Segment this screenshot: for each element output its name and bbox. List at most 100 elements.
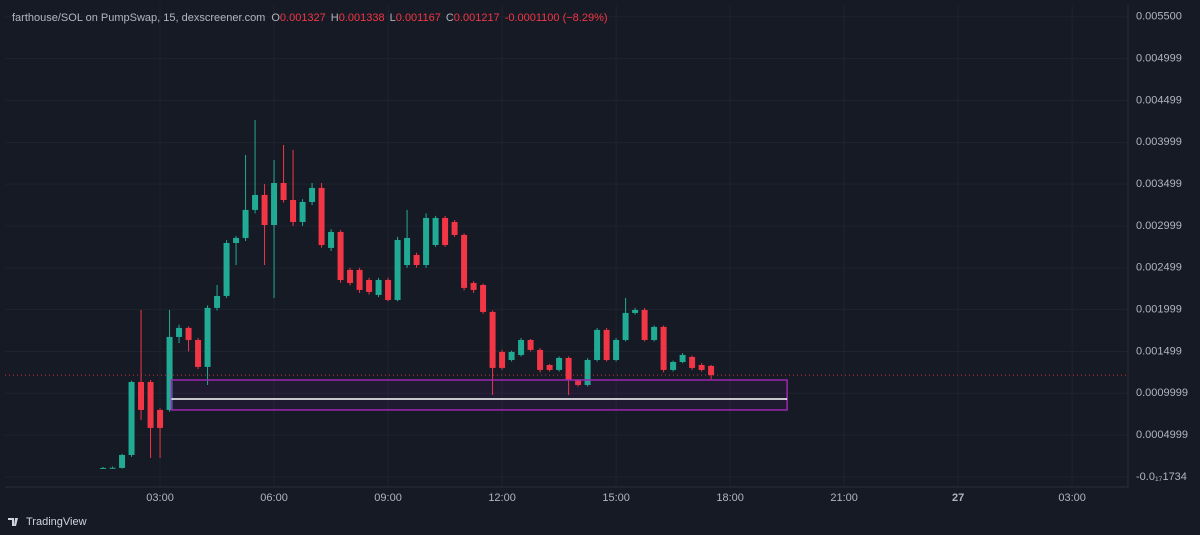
candle-body <box>508 351 515 360</box>
candle-body <box>328 231 335 248</box>
change: -0.0001100 (−8.29%) <box>505 12 608 24</box>
y-tick-label: 0.001999 <box>1136 304 1182 316</box>
candle-body <box>480 284 487 312</box>
candle-body <box>223 242 230 296</box>
candle-body <box>461 234 468 288</box>
y-tick-label: 0.003999 <box>1136 136 1182 148</box>
candle-body <box>575 379 582 385</box>
plot <box>100 119 715 469</box>
x-tick-label: 06:00 <box>260 492 288 504</box>
candle-body <box>318 187 325 245</box>
candle-body <box>470 282 477 290</box>
ohlc-letter: C <box>446 12 454 24</box>
y-tick-label: 0.002499 <box>1136 262 1182 274</box>
ohlc-value: 0.001327 <box>280 12 326 24</box>
y-tick-label: 0.0009999 <box>1136 387 1188 399</box>
candle-body <box>299 201 306 222</box>
candle-body <box>109 467 116 469</box>
candle-body <box>556 357 563 370</box>
y-tick-label: 0.004999 <box>1136 53 1182 65</box>
candle-body <box>366 279 373 292</box>
ohlc-letter: H <box>331 12 339 24</box>
candle-body <box>451 221 458 235</box>
candle-body <box>337 231 344 280</box>
candle-body <box>689 356 696 368</box>
candle-body <box>195 339 202 367</box>
candle-body <box>565 357 572 380</box>
candle-body <box>100 467 107 469</box>
x-tick-label: 21:00 <box>830 492 858 504</box>
y-tick-label: 0.0004999 <box>1136 429 1188 441</box>
ohlc-value: 0.001338 <box>339 12 385 24</box>
candle-body <box>309 187 316 202</box>
candle-body <box>375 279 382 295</box>
candle-body <box>423 217 430 265</box>
brand: TradingView <box>26 516 87 528</box>
candle-body <box>147 381 154 428</box>
x-tick-label: 27 <box>952 492 964 504</box>
candle-body <box>632 309 639 313</box>
candle-body <box>584 359 591 385</box>
ohlc-letter: L <box>390 12 396 24</box>
y-tick-label: -0.0₁₇1734 <box>1136 471 1187 483</box>
legend: farthouse/SOL on PumpSwap, 15, dexscreen… <box>12 12 608 24</box>
candle-body <box>613 339 620 360</box>
y-tick-label: 0.002999 <box>1136 220 1182 232</box>
candle-body <box>261 194 268 225</box>
candle-body <box>651 326 658 340</box>
candle-body <box>698 364 705 370</box>
candle-body <box>603 329 610 360</box>
candle-body <box>290 199 297 222</box>
candle-body <box>489 311 496 368</box>
candle-body <box>442 217 449 245</box>
candle-body <box>546 364 553 370</box>
ohlc-value: 0.001167 <box>396 12 441 24</box>
candle-body <box>347 269 354 283</box>
candle-body <box>518 339 525 355</box>
candle-body <box>413 254 420 265</box>
candle-body <box>385 279 392 300</box>
candle-body <box>432 217 439 245</box>
candle-body <box>670 361 677 370</box>
candle-body <box>176 327 183 337</box>
y-tick-label: 0.001499 <box>1136 345 1182 357</box>
x-tick-label: 03:00 <box>146 492 174 504</box>
x-tick-label: 15:00 <box>602 492 630 504</box>
x-tick-label: 18:00 <box>716 492 744 504</box>
x-tick-label: 09:00 <box>374 492 402 504</box>
candle-body <box>499 351 506 368</box>
candle-body <box>138 381 145 410</box>
candle-body <box>394 239 401 300</box>
candle-body <box>679 354 686 362</box>
candle-body <box>356 269 363 290</box>
candle-body <box>157 409 164 428</box>
candle-body <box>660 326 667 370</box>
x-tick-label: 12:00 <box>488 492 516 504</box>
candle-body <box>242 209 249 238</box>
candle-body <box>185 327 192 340</box>
candle-body <box>404 237 411 265</box>
candle-body <box>252 194 259 210</box>
grid <box>5 5 1128 487</box>
candle-body <box>641 309 648 340</box>
candle-body <box>119 454 126 468</box>
candle-body <box>204 307 211 367</box>
ohlc-letter: O <box>271 12 280 24</box>
zone-box <box>170 379 788 411</box>
y-tick-label: 0.005500 <box>1136 11 1182 23</box>
y-tick-label: 0.003499 <box>1136 178 1182 190</box>
candle-body <box>271 182 278 225</box>
candle-body <box>233 237 240 243</box>
candle-body <box>166 336 173 410</box>
candle-body <box>708 365 715 376</box>
candle-body <box>527 339 534 350</box>
candle-body <box>128 381 135 455</box>
candle-body <box>594 329 601 360</box>
candle-body <box>214 295 221 308</box>
candle-body <box>537 349 544 370</box>
ohlc-value: 0.001217 <box>454 12 500 24</box>
y-tick-label: 0.004499 <box>1136 94 1182 106</box>
candle-body <box>622 312 629 340</box>
x-tick-label: 03:00 <box>1058 492 1086 504</box>
